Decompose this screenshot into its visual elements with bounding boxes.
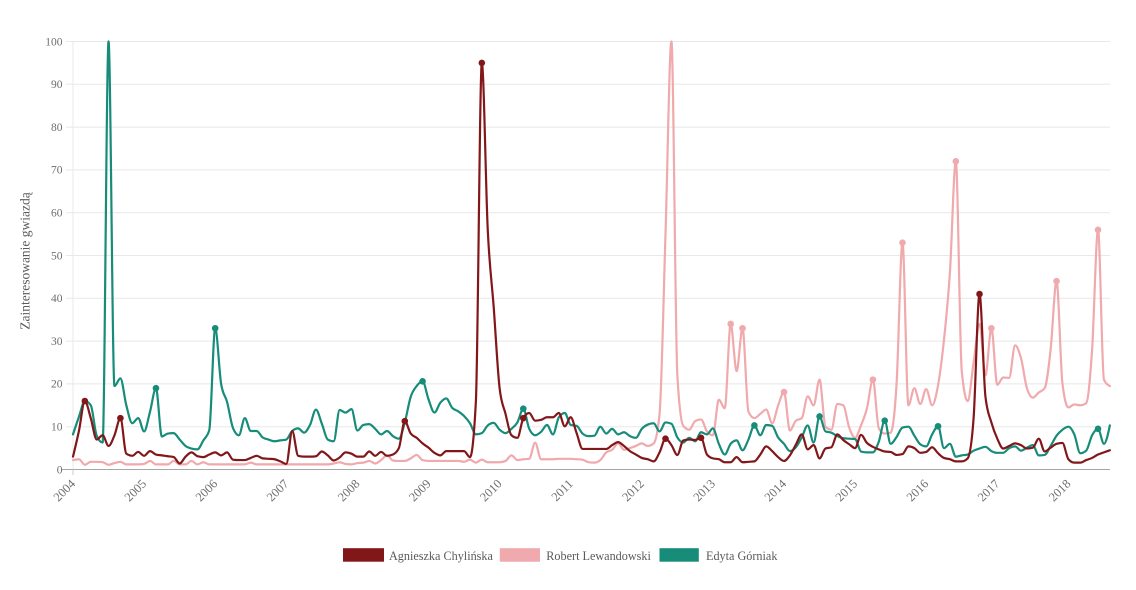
svg-text:80: 80 <box>51 122 63 134</box>
svg-text:Zainteresowanie gwiazdą: Zainteresowanie gwiazdą <box>18 191 33 330</box>
svg-text:30: 30 <box>51 336 63 348</box>
svg-text:10: 10 <box>51 422 63 434</box>
svg-text:100: 100 <box>45 36 63 48</box>
svg-text:50: 50 <box>51 250 63 262</box>
svg-text:Agnieszka Chylińska: Agnieszka Chylińska <box>389 549 494 563</box>
svg-text:Robert Lewandowski: Robert Lewandowski <box>546 549 651 563</box>
svg-text:20: 20 <box>51 379 63 391</box>
svg-text:70: 70 <box>51 165 63 177</box>
svg-text:Edyta Górniak: Edyta Górniak <box>706 549 778 563</box>
svg-text:90: 90 <box>51 79 63 91</box>
svg-text:40: 40 <box>51 293 63 305</box>
svg-text:0: 0 <box>57 464 63 476</box>
svg-text:60: 60 <box>51 208 63 220</box>
